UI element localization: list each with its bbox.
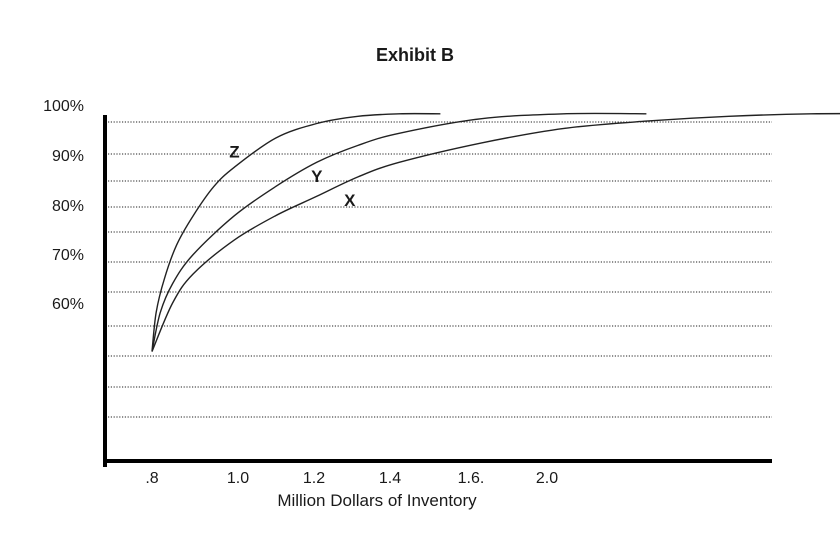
curves xyxy=(151,112,840,352)
x-tick-label: 2.0 xyxy=(536,470,558,487)
curve-label-x: X xyxy=(344,191,356,210)
y-tick-label: 80% xyxy=(52,198,84,215)
curve-labels: Z Y X xyxy=(229,143,356,211)
x-tick-label: 1.4 xyxy=(379,470,401,487)
x-tick-labels: .8 1.0 1.2 1.4 1.6. 2.0 xyxy=(145,470,558,487)
y-tick-label: 100% xyxy=(43,98,84,115)
curve-x xyxy=(151,112,840,352)
x-tick-label: 1.0 xyxy=(227,470,249,487)
x-tick-label: .8 xyxy=(145,470,158,487)
x-tick-label: 1.2 xyxy=(303,470,325,487)
y-tick-label: 70% xyxy=(52,247,84,264)
y-tick-label: 90% xyxy=(52,148,84,165)
y-tick-label: 60% xyxy=(52,296,84,313)
y-tick-labels: 60% 70% 80% 90% 100% xyxy=(43,98,84,313)
curve-z xyxy=(151,112,441,352)
curve-y xyxy=(151,112,647,352)
curve-label-y: Y xyxy=(311,167,323,186)
x-axis-label: Million Dollars of Inventory xyxy=(277,491,477,510)
curve-label-z: Z xyxy=(229,143,239,162)
chart-title: Exhibit B xyxy=(376,45,454,65)
x-tick-label: 1.6. xyxy=(458,470,485,487)
gridlines xyxy=(108,121,772,418)
